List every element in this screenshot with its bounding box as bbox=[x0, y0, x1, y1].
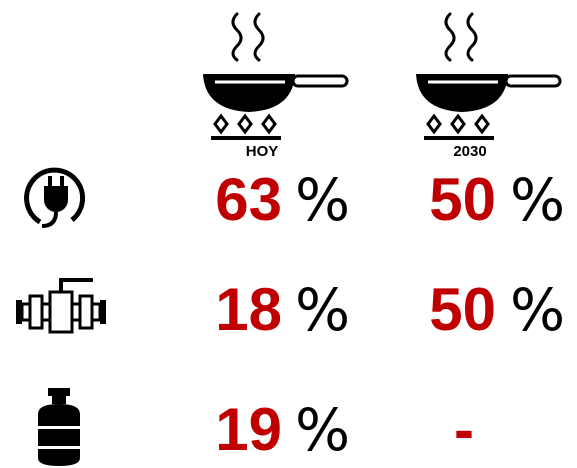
share-value: 63 bbox=[215, 166, 282, 233]
gas-pipe-icon bbox=[16, 278, 106, 334]
column-label: 2030 bbox=[453, 143, 486, 160]
percent-sign: % bbox=[295, 166, 350, 234]
percent-sign: % bbox=[510, 166, 565, 234]
pan-icon bbox=[201, 12, 349, 140]
electricity-icon bbox=[24, 167, 86, 228]
share-value: 50 bbox=[429, 166, 496, 233]
no-value: - bbox=[454, 396, 474, 463]
share-value: 50 bbox=[429, 276, 496, 343]
pan-icon bbox=[414, 12, 562, 140]
column-label: HOY bbox=[246, 143, 279, 160]
share-value: 18 bbox=[215, 276, 282, 343]
percent-sign: % bbox=[295, 276, 350, 344]
gas-bottle-icon bbox=[38, 388, 80, 466]
percent-sign: % bbox=[510, 276, 565, 344]
percent-sign: % bbox=[295, 396, 350, 464]
share-value: 19 bbox=[215, 396, 282, 463]
